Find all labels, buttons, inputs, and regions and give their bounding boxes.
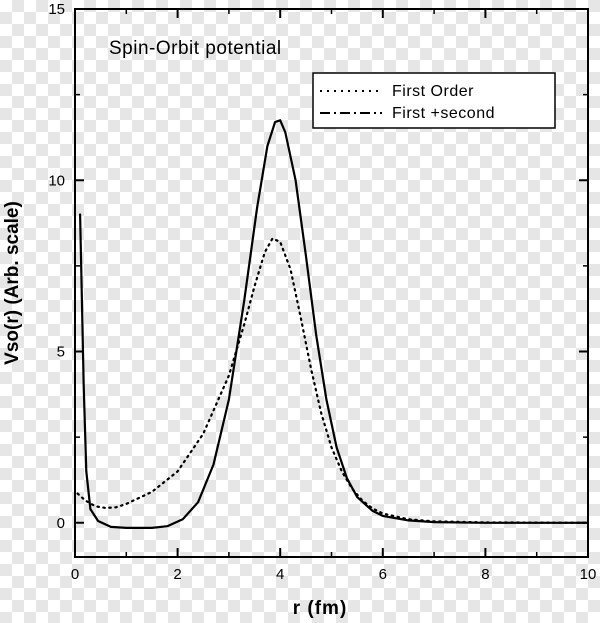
y-tick-label: 0 (57, 515, 65, 532)
x-tick-label: 8 (481, 566, 489, 583)
tick-labels: 0 2 4 6 8 10 0 5 10 15 (48, 1, 596, 583)
x-tick-label: 2 (173, 566, 181, 583)
y-tick-label: 10 (48, 172, 65, 189)
series-line-first-order (76, 237, 590, 524)
chart-title: Spin-Orbit potential (109, 38, 282, 59)
legend-box (312, 72, 556, 129)
x-tick-label: 4 (276, 566, 284, 583)
x-tick-label: 10 (580, 566, 597, 583)
y-tick-label: 5 (57, 344, 65, 361)
x-tick-label: 6 (379, 566, 387, 583)
y-tick-label: 15 (48, 1, 65, 18)
x-tick-label: 0 (71, 566, 79, 583)
plot-frame (74, 8, 589, 558)
legend: First Order First +second (312, 72, 556, 129)
series-lines (76, 119, 590, 529)
x-axis-title: r (fm) (293, 598, 348, 619)
series-line-first-second (79, 119, 590, 529)
legend-label-first-order: First Order (392, 83, 474, 100)
legend-label-first-second: First +second (392, 105, 495, 122)
y-axis-title: Vso(r) (Arb. scale) (2, 201, 23, 365)
